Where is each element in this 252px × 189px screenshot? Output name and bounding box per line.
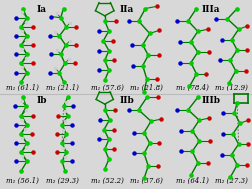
Text: m₂ (29.3): m₂ (29.3) <box>45 177 78 185</box>
Text: Ib: Ib <box>36 96 47 105</box>
Text: m₂ (12.9): m₂ (12.9) <box>214 84 247 92</box>
Text: m₁ (56.1): m₁ (56.1) <box>6 177 39 185</box>
Text: m₁ (52.2): m₁ (52.2) <box>91 177 123 185</box>
Text: IIIb: IIIb <box>201 96 220 105</box>
Text: IIIa: IIIa <box>201 5 220 14</box>
Text: IIa: IIa <box>119 5 133 14</box>
Text: m₁ (61.1): m₁ (61.1) <box>6 84 39 92</box>
Text: m₁ (37.6): m₁ (37.6) <box>130 177 163 185</box>
Text: m₁ (57.6): m₁ (57.6) <box>91 84 123 92</box>
Text: m₁ (21.8): m₁ (21.8) <box>130 84 163 92</box>
Text: Ia: Ia <box>37 5 47 14</box>
Text: m₂ (21.1): m₂ (21.1) <box>45 84 78 92</box>
Text: IIb: IIb <box>119 96 133 105</box>
Text: m₁ (78.4): m₁ (78.4) <box>175 84 208 92</box>
Text: m₂ (27.3): m₂ (27.3) <box>214 177 247 185</box>
Text: m₁ (64.1): m₁ (64.1) <box>175 177 208 185</box>
